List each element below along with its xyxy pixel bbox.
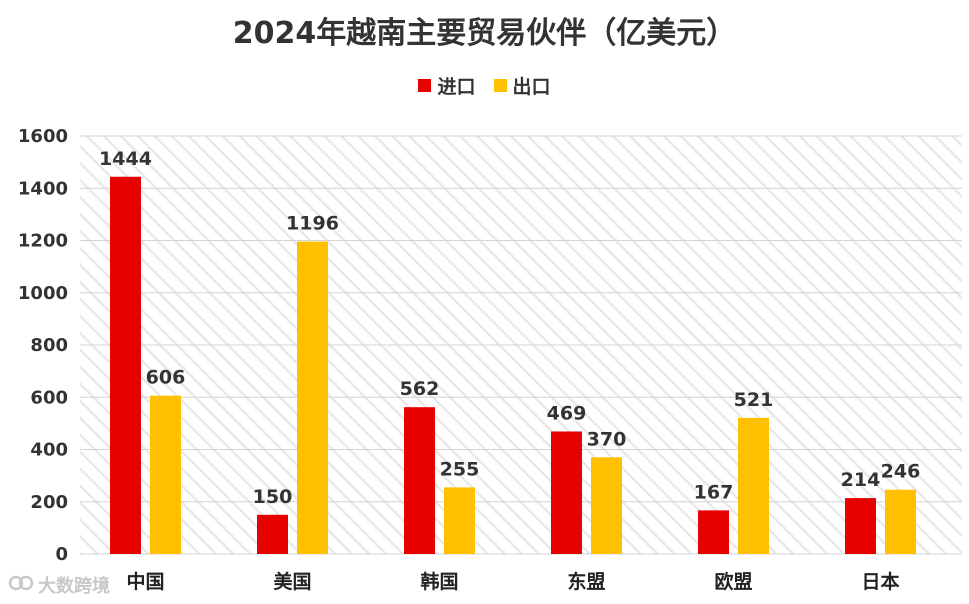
watermark: 大数跨境 [8,572,110,598]
watermark-text: 大数跨境 [38,576,110,597]
bar [444,487,475,554]
bar [845,498,876,554]
bar [591,457,622,554]
bar [297,241,328,555]
bar [885,489,916,554]
x-tick-label: 韩国 [420,570,458,593]
legend-swatch-import [418,79,432,92]
y-tick-label: 1600 [18,126,68,147]
data-label: 370 [587,428,627,450]
bar [110,176,141,554]
legend-item-export: 出口 [493,72,551,99]
legend-label-import: 进口 [437,76,476,98]
data-label: 606 [146,367,186,389]
data-label: 167 [694,481,734,503]
x-tick-label: 中国 [126,570,164,593]
y-tick-label: 1400 [18,178,68,199]
x-tick-label: 日本 [861,570,899,593]
chart-title: 2024年越南主要贸易伙伴（亿美元） [232,16,737,51]
y-tick-label: 600 [30,387,68,408]
data-label: 521 [734,389,774,411]
bar [551,431,582,554]
legend: 进口 出口 [0,72,969,99]
logo-icon [8,574,34,597]
x-tick-label: 美国 [273,570,311,593]
x-tick-label: 东盟 [567,570,605,593]
data-label: 255 [440,458,480,480]
bar [150,395,181,554]
data-label: 562 [400,378,440,400]
y-tick-label: 1000 [18,283,68,304]
y-tick-label: 1200 [18,231,68,252]
bar [698,510,729,554]
data-label: 246 [881,461,921,483]
data-label: 1196 [286,213,339,235]
y-tick-label: 400 [30,440,68,461]
bar [404,407,435,554]
y-tick-label: 800 [30,335,68,356]
legend-item-import: 进口 [418,72,476,99]
legend-label-export: 出口 [512,76,551,98]
data-label: 150 [253,486,293,508]
x-tick-label: 欧盟 [714,570,752,593]
legend-swatch-export [493,79,507,92]
data-label: 469 [547,402,587,424]
bar [738,417,769,554]
data-label: 214 [841,469,881,491]
y-tick-label: 200 [30,492,68,513]
bar [257,514,288,554]
data-label: 1444 [99,148,152,170]
y-tick-label: 0 [55,544,68,565]
